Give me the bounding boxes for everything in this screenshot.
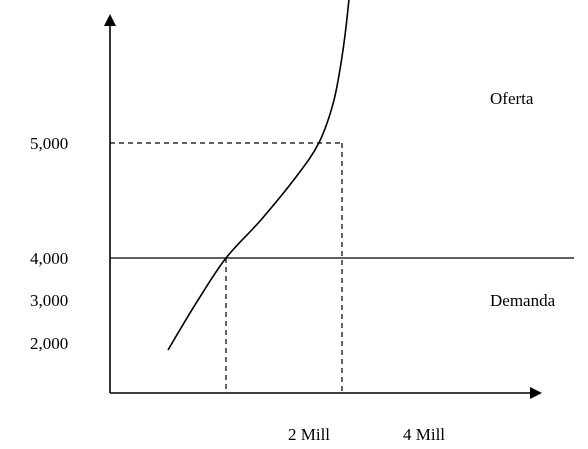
y-tick-label-2000: 2,000 xyxy=(30,334,68,353)
x-tick-label-2-mill: 2 Mill xyxy=(288,425,330,444)
y-tick-label-3000: 3,000 xyxy=(30,291,68,310)
series-label-oferta: Oferta xyxy=(490,89,534,108)
y-tick-label-4000: 4,000 xyxy=(30,249,68,268)
supply-curve xyxy=(167,0,350,351)
y-tick-label-5000: 5,000 xyxy=(30,134,68,153)
series-label-demanda: Demanda xyxy=(490,291,556,310)
x-tick-label-4-mill: 4 Mill xyxy=(403,425,445,444)
